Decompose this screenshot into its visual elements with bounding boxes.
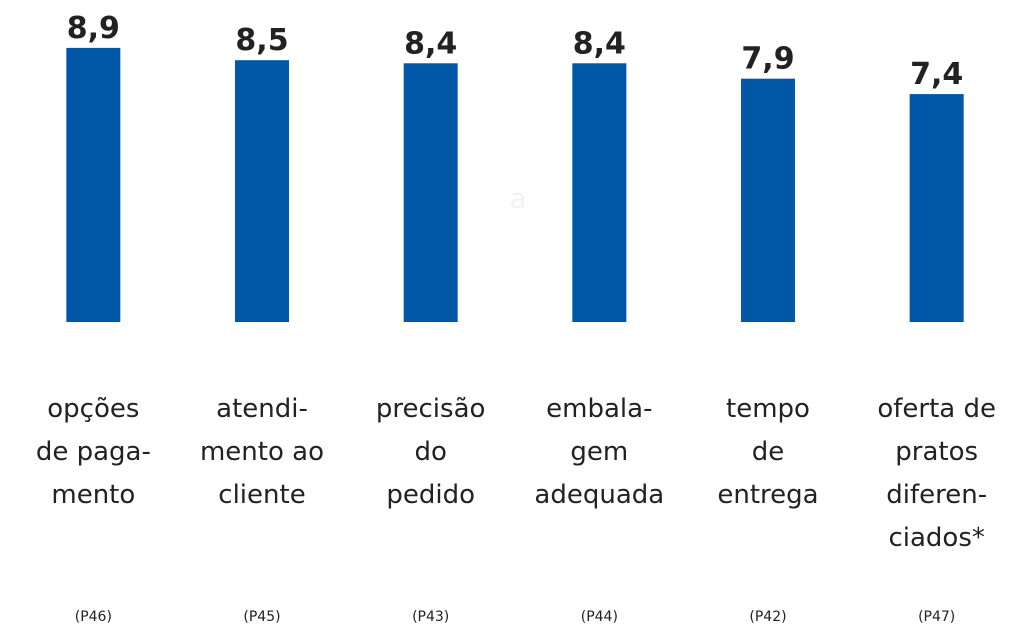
x-tick-label: cliente <box>218 480 305 510</box>
bar <box>741 78 795 323</box>
bar <box>235 60 289 322</box>
bar <box>403 63 458 322</box>
x-tick-label: diferen- <box>886 480 987 510</box>
x-tick-label: atendi- <box>216 394 308 424</box>
x-tick-label: oferta de <box>877 394 996 424</box>
x-tick-label: adequada <box>534 480 664 510</box>
x-tick-label: mento <box>51 480 135 510</box>
x-tick-label: opções <box>47 394 139 424</box>
x-tick-label: de paga- <box>36 437 151 467</box>
code-label: (P44) <box>581 609 618 625</box>
value-label: 8,4 <box>404 26 457 61</box>
x-tick-label: entrega <box>717 480 818 510</box>
code-label: (P43) <box>412 609 449 625</box>
value-label: 7,9 <box>741 42 794 77</box>
code-label: (P42) <box>749 609 786 625</box>
code-label: (P47) <box>918 609 955 625</box>
code-label: (P46) <box>75 609 112 625</box>
x-tick-label: gem <box>570 437 628 467</box>
x-tick-label: precisão <box>376 394 486 424</box>
x-tick-label: pedido <box>386 480 475 510</box>
x-tick-label: pratos <box>895 437 978 467</box>
x-tick-label: mento ao <box>200 437 324 467</box>
value-label: 8,4 <box>573 26 626 61</box>
value-label: 8,9 <box>67 11 120 46</box>
x-tick-label: do <box>414 437 446 467</box>
bar <box>66 47 121 322</box>
code-label: (P45) <box>243 609 280 625</box>
value-label: 7,4 <box>910 57 963 92</box>
x-tick-label: embala- <box>546 394 652 424</box>
bar <box>572 63 627 322</box>
x-tick-label: tempo <box>726 394 810 424</box>
value-label: 8,5 <box>235 23 288 58</box>
x-tick-label: de <box>752 437 785 467</box>
annotation: a <box>509 182 526 215</box>
bar <box>909 94 964 322</box>
x-tick-label: ciados* <box>888 523 984 553</box>
